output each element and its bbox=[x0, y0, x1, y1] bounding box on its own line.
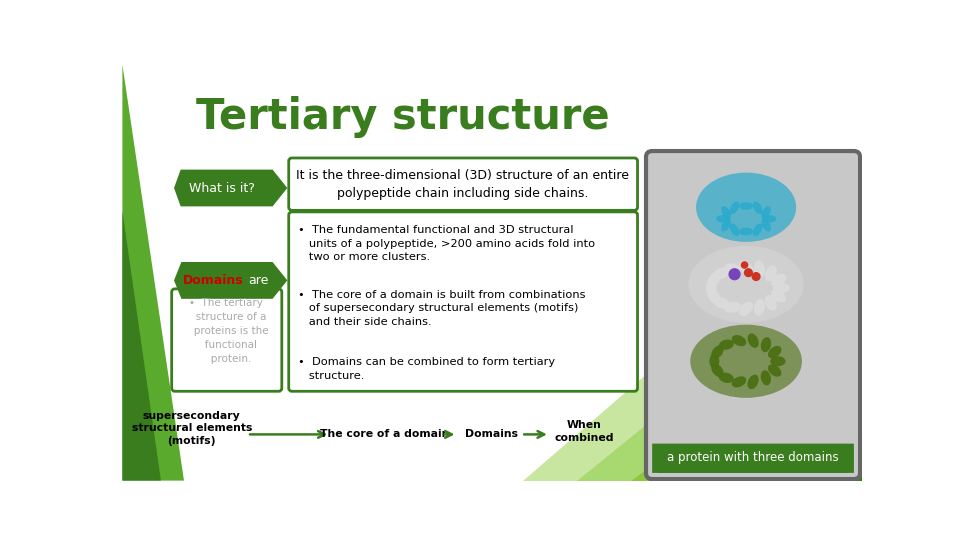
Text: Domains: Domains bbox=[466, 429, 518, 440]
Polygon shape bbox=[577, 249, 861, 481]
Circle shape bbox=[745, 269, 753, 276]
Text: •  The fundamental functional and 3D structural
   units of a polypeptide, >200 : • The fundamental functional and 3D stru… bbox=[298, 225, 595, 262]
Text: Tertiary structure: Tertiary structure bbox=[196, 96, 610, 138]
Ellipse shape bbox=[732, 376, 746, 388]
Ellipse shape bbox=[760, 337, 771, 352]
Ellipse shape bbox=[739, 302, 754, 316]
Polygon shape bbox=[175, 170, 286, 206]
Ellipse shape bbox=[719, 340, 733, 350]
Ellipse shape bbox=[761, 219, 771, 232]
Ellipse shape bbox=[771, 274, 786, 287]
Text: When
combined: When combined bbox=[555, 420, 614, 442]
Ellipse shape bbox=[724, 264, 741, 274]
FancyBboxPatch shape bbox=[289, 212, 637, 392]
Ellipse shape bbox=[706, 280, 716, 296]
Ellipse shape bbox=[730, 201, 739, 214]
FancyBboxPatch shape bbox=[659, 444, 848, 473]
FancyBboxPatch shape bbox=[289, 158, 637, 211]
Ellipse shape bbox=[761, 206, 771, 219]
Text: a protein with three domains: a protein with three domains bbox=[667, 451, 839, 464]
Ellipse shape bbox=[719, 373, 733, 383]
Ellipse shape bbox=[730, 224, 739, 236]
FancyBboxPatch shape bbox=[652, 444, 853, 473]
Polygon shape bbox=[175, 262, 286, 298]
Ellipse shape bbox=[713, 267, 730, 279]
FancyBboxPatch shape bbox=[172, 289, 282, 392]
Ellipse shape bbox=[754, 299, 765, 316]
Polygon shape bbox=[754, 434, 861, 481]
Ellipse shape bbox=[711, 345, 724, 359]
Text: The core of a domain: The core of a domain bbox=[320, 429, 449, 440]
Text: tertiary structure.: tertiary structure. bbox=[669, 429, 781, 440]
Polygon shape bbox=[523, 188, 861, 481]
Circle shape bbox=[730, 269, 740, 280]
Text: •  The core of a domain is built from combinations
   of supersecondary structur: • The core of a domain is built from com… bbox=[298, 289, 586, 327]
Polygon shape bbox=[684, 373, 861, 481]
Ellipse shape bbox=[768, 346, 781, 358]
Ellipse shape bbox=[765, 295, 777, 311]
Ellipse shape bbox=[709, 354, 719, 369]
Ellipse shape bbox=[688, 246, 804, 323]
Text: Domains: Domains bbox=[183, 274, 244, 287]
Ellipse shape bbox=[771, 289, 786, 302]
Text: What is it?: What is it? bbox=[189, 181, 254, 194]
Text: •  Domains can be combined to form tertiary
   structure.: • Domains can be combined to form tertia… bbox=[298, 357, 555, 381]
Ellipse shape bbox=[721, 206, 731, 219]
Ellipse shape bbox=[762, 215, 776, 222]
Text: •  The tertiary
   structure of a
   proteins is the
   functional
   protein.: • The tertiary structure of a proteins i… bbox=[184, 298, 269, 364]
Ellipse shape bbox=[748, 375, 758, 389]
Ellipse shape bbox=[739, 228, 753, 235]
Ellipse shape bbox=[748, 333, 758, 348]
Ellipse shape bbox=[708, 273, 720, 288]
FancyBboxPatch shape bbox=[646, 151, 860, 479]
Polygon shape bbox=[123, 65, 184, 481]
Ellipse shape bbox=[770, 356, 785, 366]
Ellipse shape bbox=[754, 260, 765, 277]
Ellipse shape bbox=[768, 364, 781, 377]
Ellipse shape bbox=[713, 297, 730, 309]
Ellipse shape bbox=[760, 370, 771, 386]
Ellipse shape bbox=[711, 363, 724, 377]
Ellipse shape bbox=[732, 335, 746, 346]
Ellipse shape bbox=[739, 202, 753, 210]
Ellipse shape bbox=[773, 283, 790, 294]
Ellipse shape bbox=[716, 215, 730, 222]
Polygon shape bbox=[123, 211, 161, 481]
Text: It is the three-dimensional (3D) structure of an entire
polypeptide chain includ: It is the three-dimensional (3D) structu… bbox=[297, 168, 629, 200]
Circle shape bbox=[753, 273, 760, 280]
Ellipse shape bbox=[753, 224, 762, 236]
Text: are: are bbox=[249, 274, 269, 287]
Text: supersecondary
structural elements
(motifs): supersecondary structural elements (moti… bbox=[132, 411, 252, 446]
Ellipse shape bbox=[765, 265, 777, 281]
Ellipse shape bbox=[696, 173, 796, 242]
Polygon shape bbox=[631, 311, 861, 481]
Ellipse shape bbox=[753, 201, 762, 214]
Ellipse shape bbox=[690, 325, 802, 398]
Circle shape bbox=[741, 262, 748, 268]
Ellipse shape bbox=[721, 219, 731, 232]
Ellipse shape bbox=[708, 288, 720, 303]
Ellipse shape bbox=[724, 302, 741, 313]
Ellipse shape bbox=[739, 260, 754, 274]
